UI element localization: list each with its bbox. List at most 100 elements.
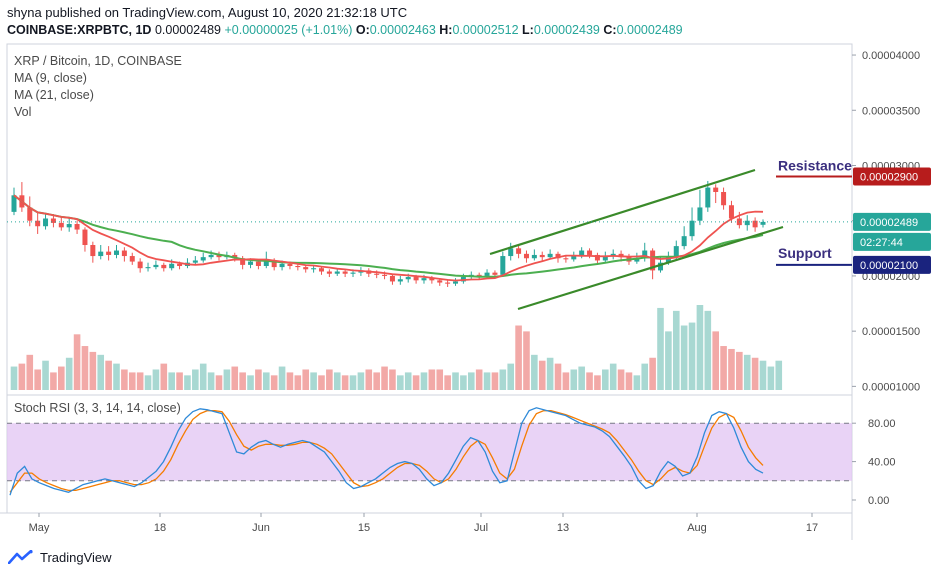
- support-price-tag: 0.00002100: [860, 260, 918, 272]
- candle-body: [342, 271, 348, 274]
- candle-body: [697, 207, 703, 221]
- ma9-line: [13, 194, 764, 282]
- candle-body: [634, 258, 640, 262]
- volume-bar: [531, 354, 538, 390]
- resistance-price-tag-bg: [853, 167, 931, 186]
- candle-body: [153, 264, 159, 268]
- volume-bar: [775, 360, 783, 390]
- volume-bar: [34, 369, 41, 390]
- volume-bar: [720, 346, 727, 390]
- candle-body: [287, 263, 293, 266]
- volume-bar: [759, 360, 767, 390]
- volume-bar: [570, 369, 578, 390]
- volume-bar: [672, 310, 680, 390]
- candle-body: [602, 256, 608, 261]
- volume-bar: [270, 375, 278, 390]
- volume-bar: [609, 363, 617, 390]
- volume-bar: [649, 357, 656, 390]
- volume-bar: [144, 375, 152, 390]
- volume-bar: [704, 310, 712, 390]
- volume-bar: [50, 372, 57, 390]
- resistance-label: Resistance: [778, 158, 852, 174]
- candle-body: [248, 261, 254, 265]
- candle-body: [563, 258, 569, 260]
- time-axis: May 18 Jun 15 Jul 13 Aug 17: [0, 512, 852, 534]
- countdown-tag: 02:27:44: [860, 237, 903, 249]
- volume-bar: [231, 366, 239, 390]
- close-value: 0.00002489: [616, 23, 683, 37]
- volume-bar: [136, 372, 144, 390]
- volume-bar: [223, 369, 231, 390]
- candle-body: [98, 251, 104, 257]
- candle-body: [713, 187, 719, 192]
- volume-bar: [302, 369, 310, 390]
- candle-body: [539, 254, 545, 258]
- volume-bar: [357, 372, 365, 390]
- candle-body: [476, 274, 482, 276]
- candle-body: [177, 263, 183, 266]
- volume-bar: [680, 325, 688, 390]
- volume-bar: [444, 375, 451, 390]
- candle-body: [594, 254, 600, 261]
- candle-body: [673, 246, 679, 257]
- candle-body: [421, 278, 427, 281]
- candle-body: [492, 272, 498, 275]
- open-value: 0.00002463: [369, 23, 436, 37]
- candle-body: [82, 229, 88, 246]
- candle-body: [437, 280, 443, 283]
- price-tick-label: 0.00004000: [862, 50, 920, 62]
- stoch-tick-label: 80.00: [868, 418, 896, 430]
- volume-bar: [594, 375, 601, 390]
- candle-body: [161, 264, 167, 269]
- candle-body: [760, 221, 766, 225]
- volume-bar: [341, 375, 349, 390]
- candle-body: [279, 263, 285, 268]
- candle-body: [721, 191, 727, 206]
- candle-body: [453, 281, 459, 284]
- channel-lower-line: [517, 225, 784, 311]
- candle-body: [169, 263, 175, 269]
- close-label: C:: [603, 23, 617, 37]
- ohlc-line: COINBASE:XRPBTC, 1D 0.00002489 +0.000000…: [7, 23, 683, 37]
- volume-bar: [318, 375, 325, 390]
- volume-bar: [625, 372, 633, 390]
- volume-bar: [641, 363, 649, 390]
- high-label: H:: [439, 23, 453, 37]
- time-tick-label: 18: [154, 522, 166, 534]
- volume-bar: [475, 369, 483, 390]
- candle-body: [374, 273, 380, 275]
- volume-bar: [586, 372, 593, 390]
- candle-body: [113, 250, 119, 255]
- candle-body: [587, 250, 593, 255]
- volume-bar: [562, 372, 570, 390]
- volume-bar: [42, 360, 49, 390]
- candle-body: [43, 218, 49, 227]
- volume-bar: [26, 354, 34, 390]
- price-tick-label: 0.00001000: [862, 381, 920, 393]
- volume-bar: [460, 375, 467, 390]
- footer-brand[interactable]: TradingView: [8, 547, 112, 567]
- last-price-tag-bg: [853, 212, 931, 231]
- volume-bar: [294, 375, 302, 390]
- candle-body: [58, 222, 64, 228]
- candle-body: [303, 267, 309, 270]
- candle-body: [650, 250, 656, 271]
- volume-bar: [97, 354, 105, 390]
- volume-bar: [751, 357, 759, 390]
- volume-bar: [665, 331, 672, 390]
- candle-body: [255, 261, 261, 266]
- volume-bar: [89, 351, 97, 390]
- candle-body: [90, 245, 96, 257]
- candle-body: [145, 267, 151, 269]
- candle-body: [516, 248, 522, 254]
- volume-bar: [397, 375, 404, 390]
- volume-bar: [192, 369, 199, 390]
- price-markers: Resistance Support 0.00002900 0.00002489 02:…: [7, 158, 931, 274]
- stoch-k-line: [9, 407, 764, 496]
- candle-body: [484, 272, 490, 276]
- last-value: 0.00002489: [154, 23, 221, 37]
- volume-bar: [688, 322, 696, 390]
- volume-bar: [554, 363, 562, 390]
- volume-bar: [113, 363, 120, 390]
